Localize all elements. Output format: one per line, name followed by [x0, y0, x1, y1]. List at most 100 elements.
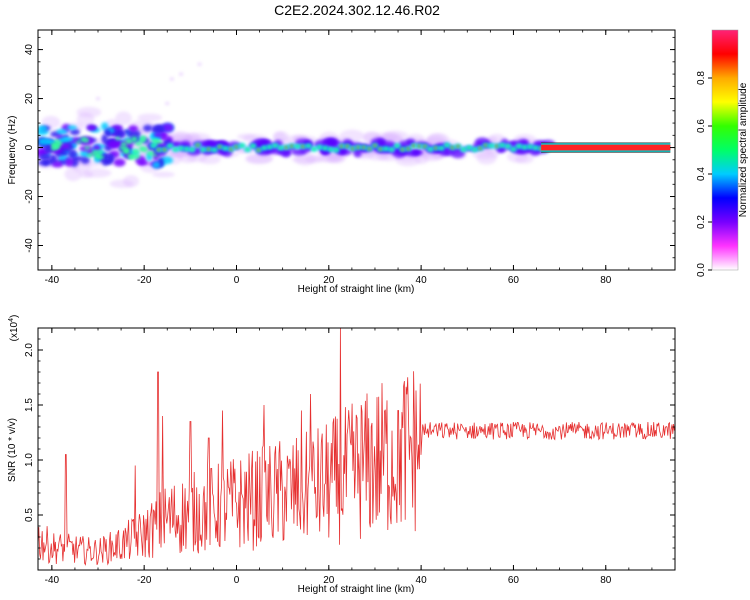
haze-blob: [137, 113, 163, 122]
noise-blob: [44, 145, 55, 154]
colorbar-tick-label: 0.0: [696, 263, 707, 277]
band-green-blob: [212, 148, 217, 152]
band-green-blob: [173, 147, 178, 151]
band-peak-blob: [351, 147, 355, 150]
snr-ticks: -40 -20 0 20 40 60 80 0.5 1.0 1.5 2.0: [24, 327, 676, 586]
band-green-blob: [505, 144, 511, 148]
band-green-blob: [533, 146, 538, 150]
x-tick-label: 0: [234, 575, 240, 586]
stray-blob: [179, 72, 184, 76]
noise-blob: [108, 154, 115, 163]
noise-blob: [93, 144, 101, 152]
band-green-blob: [250, 144, 256, 148]
band-peak-blob: [478, 147, 482, 150]
band-green-blob: [394, 144, 400, 148]
snr-scale-prefix: (x10: [9, 321, 20, 341]
colorbar: 0.0 0.2 0.4 0.6 0.8 Normalized spectral ampl…: [696, 29, 749, 277]
band-green-blob: [428, 147, 433, 151]
haze-blob: [245, 153, 273, 165]
band-green-blob: [389, 148, 394, 151]
snr-chart: -40 -20 0 20 40 60 80 0.5 1.0 1.5 2.0 Height of st…: [7, 315, 676, 595]
band-green-blob: [527, 145, 533, 149]
band-outer-blob: [323, 137, 339, 146]
x-tick-label: 0: [234, 275, 240, 286]
noise-blob: [151, 124, 165, 134]
colorbar-tick-label: 0.6: [696, 119, 707, 133]
band-peak-blob: [423, 145, 427, 148]
y-tick-label: 1.0: [24, 453, 35, 467]
spectrogram-frame: [37, 29, 676, 271]
x-tick-label: -20: [137, 275, 152, 286]
haze-blob: [471, 150, 500, 160]
noise-core-blob: [146, 151, 155, 156]
snr-scale-label: (x104): [8, 315, 20, 342]
noise-core-blob: [133, 154, 140, 160]
band-outer-blob: [281, 149, 291, 158]
band-outer-blob: [180, 140, 191, 148]
noise-core-blob: [139, 146, 145, 151]
band-peak-blob: [229, 148, 233, 151]
steady-band-red: [541, 144, 671, 151]
colorbar-gradient: [712, 30, 738, 270]
band-peak-blob: [417, 145, 421, 148]
band-green-blob: [189, 148, 195, 151]
haze-blob: [64, 167, 82, 182]
noise-blob: [51, 161, 64, 168]
haze-blob: [427, 133, 450, 146]
noise-blob: [104, 129, 112, 137]
snr-ylabel: SNR (10 * v/v): [7, 418, 18, 482]
y-tick-label: 20: [24, 93, 35, 105]
colorbar-frame: [711, 29, 739, 271]
band-peak-blob: [340, 145, 344, 148]
spectrogram-ticks: -40 -20 0 20 40 60 80 40 20 0 -20 -40: [24, 30, 676, 286]
x-tick-label: 60: [508, 275, 520, 286]
noise-blob: [64, 157, 74, 167]
band-green-blob: [489, 144, 494, 148]
noise-blob: [113, 158, 126, 167]
chart-title: C2E2.2024.302.12.46.R02: [274, 2, 440, 18]
band-green-blob: [223, 146, 228, 150]
band-peak-blob: [284, 146, 288, 149]
noise-core-blob: [83, 146, 91, 150]
x-tick-label: 20: [323, 575, 335, 586]
band-peak-blob: [157, 148, 161, 151]
noise-core-blob: [119, 145, 128, 150]
band-peak-blob: [162, 148, 167, 151]
band-outer-blob: [336, 146, 348, 155]
x-tick-label: 60: [508, 575, 520, 586]
noise-core-blob: [138, 137, 146, 143]
noise-blob: [38, 153, 52, 161]
noise-core-blob: [128, 154, 136, 160]
noise-blob: [38, 160, 50, 166]
band-peak-blob: [301, 145, 305, 148]
noise-blob: [68, 149, 78, 159]
band-outer-blob: [398, 140, 414, 148]
band-peak-blob: [373, 144, 377, 147]
haze-blob: [152, 171, 175, 178]
band-green-blob: [278, 146, 283, 150]
band-green-blob: [167, 144, 173, 148]
noise-blob: [107, 139, 121, 149]
y-tick-label: 0.5: [24, 508, 35, 522]
band-peak-blob: [450, 146, 455, 149]
band-outer-blob: [376, 138, 385, 146]
noise-core-blob: [84, 138, 90, 143]
haze-blob: [237, 133, 256, 140]
band-green-blob: [522, 145, 527, 149]
band-peak-blob: [401, 148, 405, 151]
snr-series-line: [38, 328, 675, 566]
band-green-blob: [306, 144, 311, 148]
band-green-blob: [261, 146, 267, 150]
noise-blob: [114, 129, 126, 139]
band-green-blob: [273, 144, 278, 148]
x-tick-label: -20: [137, 575, 152, 586]
noise-blob: [153, 132, 166, 138]
y-tick-label: 40: [24, 44, 35, 56]
noise-core-blob: [132, 148, 140, 155]
band-green-blob: [466, 146, 472, 150]
band-peak-blob: [290, 145, 294, 148]
haze-blob: [305, 154, 323, 164]
stray-blob: [96, 97, 101, 101]
y-tick-label: 2.0: [24, 343, 35, 357]
